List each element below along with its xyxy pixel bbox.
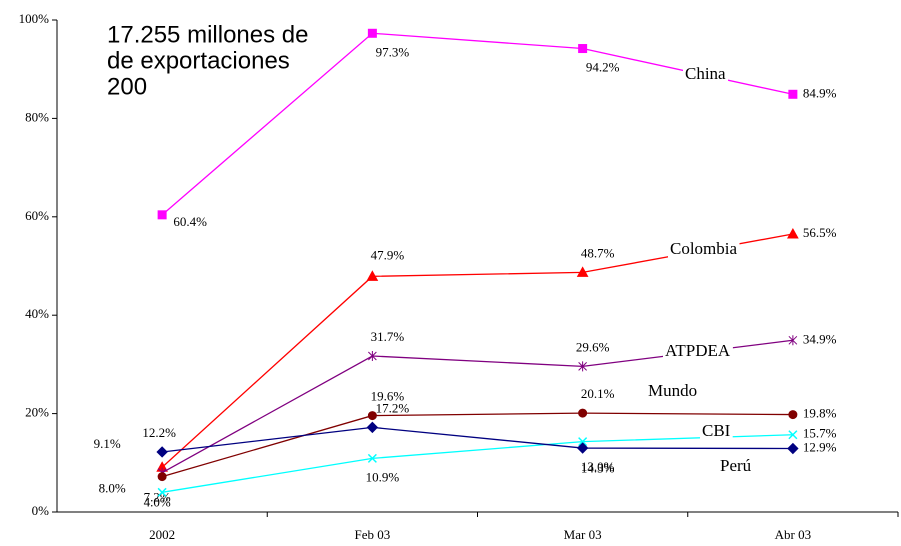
x-tick-label: 2002 xyxy=(149,527,175,542)
value-label: 47.9% xyxy=(371,247,405,262)
value-label: 34.9% xyxy=(803,331,837,346)
value-label: 14.3% xyxy=(581,461,615,476)
marker xyxy=(578,361,587,372)
marker xyxy=(788,89,798,99)
value-label: 97.3% xyxy=(376,44,410,59)
marker xyxy=(367,453,377,463)
annotation: de exportaciones xyxy=(107,47,290,74)
y-tick-label: 20% xyxy=(25,405,49,420)
marker xyxy=(366,421,379,434)
x-tick-label: Abr 03 xyxy=(775,527,811,542)
series-name: Colombia xyxy=(670,239,738,258)
marker xyxy=(578,408,588,418)
y-tick-label: 60% xyxy=(25,208,49,223)
marker xyxy=(157,210,167,220)
value-label: 31.7% xyxy=(371,329,405,344)
value-label: 20.1% xyxy=(581,386,615,401)
series-name: Mundo xyxy=(648,381,697,400)
marker xyxy=(157,487,167,497)
series-name-bg xyxy=(663,340,733,360)
marker xyxy=(367,411,377,421)
x-tick-label: Mar 03 xyxy=(564,527,602,542)
y-tick-label: 100% xyxy=(19,11,50,26)
marker xyxy=(788,410,798,420)
y-tick-label: 40% xyxy=(25,306,49,321)
series-name-bg xyxy=(718,455,754,475)
marker xyxy=(157,472,167,482)
series-line xyxy=(162,426,793,453)
series-name: CBI xyxy=(702,421,731,440)
annotation: 200 xyxy=(107,73,147,100)
marker xyxy=(788,430,798,440)
marker xyxy=(576,442,589,454)
marker xyxy=(787,442,799,455)
series-name-bg xyxy=(700,420,733,440)
series-line xyxy=(162,434,793,493)
series-name: China xyxy=(685,64,726,83)
series-name-bg xyxy=(683,63,729,83)
marker xyxy=(367,28,377,38)
value-label: 13.0% xyxy=(581,459,615,474)
value-label: 56.5% xyxy=(803,225,837,240)
value-label: 9.1% xyxy=(94,436,121,451)
series-name-bg xyxy=(668,238,740,258)
value-label: 94.2% xyxy=(586,60,620,75)
series-line xyxy=(161,412,793,478)
series-name: ATPDEA xyxy=(665,341,731,360)
value-label: 12.2% xyxy=(142,425,176,440)
value-label: 17.2% xyxy=(376,400,410,415)
value-label: 12.9% xyxy=(803,440,837,455)
value-label: 19.6% xyxy=(371,389,405,404)
marker xyxy=(576,266,589,277)
annotation: 17.255 millones de xyxy=(107,21,308,48)
series-name: Perú xyxy=(720,456,752,475)
value-label: 19.8% xyxy=(803,406,837,421)
value-label: 10.9% xyxy=(366,469,400,484)
marker xyxy=(787,227,799,239)
series-line xyxy=(161,339,793,474)
value-label: 84.9% xyxy=(803,85,837,100)
series-name-bg xyxy=(646,380,700,400)
value-label: 60.4% xyxy=(173,214,207,229)
marker xyxy=(156,446,168,458)
marker xyxy=(578,437,588,447)
x-tick-label: Feb 03 xyxy=(355,527,391,542)
y-tick-label: 0% xyxy=(32,503,50,518)
value-label: 8.0% xyxy=(99,481,126,496)
marker xyxy=(578,44,588,54)
value-label: 15.7% xyxy=(803,426,837,441)
y-tick-label: 80% xyxy=(25,109,49,124)
value-label: 4.0% xyxy=(144,494,171,509)
value-label: 48.7% xyxy=(581,245,615,260)
marker xyxy=(788,335,798,346)
value-label: 29.6% xyxy=(576,339,610,354)
marker xyxy=(368,351,377,362)
marker xyxy=(366,270,379,281)
